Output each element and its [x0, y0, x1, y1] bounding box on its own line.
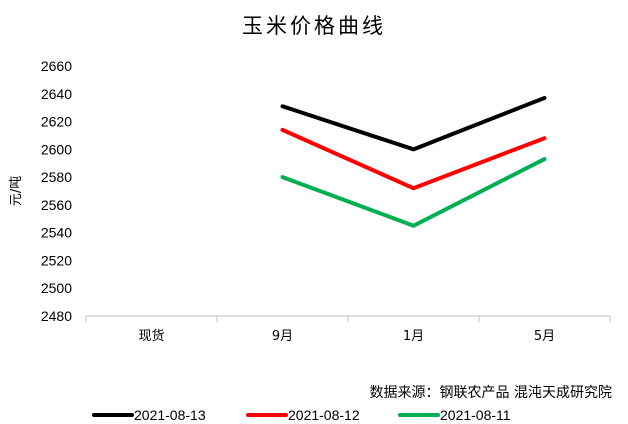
series-lines [280, 95, 547, 228]
x-tick-label: 5月 [534, 329, 555, 344]
y-tick-label: 2600 [41, 141, 72, 157]
y-tick-label: 2520 [41, 252, 72, 268]
y-tick-label: 2660 [41, 58, 72, 74]
series-line-2021-08-13 [280, 95, 547, 152]
y-tick-label: 2560 [41, 197, 72, 213]
legend-label: 2021-08-11 [440, 407, 511, 423]
y-axis-label: 元/吨 [9, 176, 24, 206]
series-line-2021-08-12 [280, 127, 547, 191]
legend-label: 2021-08-13 [134, 407, 206, 423]
source-note: 数据来源：钢联农产品 混沌天成研究院 [370, 385, 612, 401]
series-line-2021-08-11 [280, 157, 547, 228]
y-tick-label: 2480 [41, 308, 72, 324]
y-tick-label: 2540 [41, 225, 72, 241]
x-tick-label: 现货 [138, 328, 164, 344]
y-tick-label: 2500 [41, 280, 72, 296]
legend: 2021-08-13 2021-08-12 2021-08-11 [92, 407, 511, 423]
x-tick-label: 1月 [403, 329, 424, 344]
legend-label: 2021-08-12 [288, 407, 360, 423]
y-tick-label: 2620 [41, 114, 72, 130]
x-axis-ticks: 现货 9月 1月 5月 [85, 316, 611, 344]
y-tick-label: 2640 [41, 86, 72, 102]
chart-title: 玉米价格曲线 [242, 14, 386, 38]
y-axis-ticks: 2480 2500 2520 2540 2560 2580 2600 2620 2640 2660 [41, 58, 72, 324]
x-tick-label: 9月 [272, 329, 293, 344]
y-tick-label: 2580 [41, 169, 72, 185]
